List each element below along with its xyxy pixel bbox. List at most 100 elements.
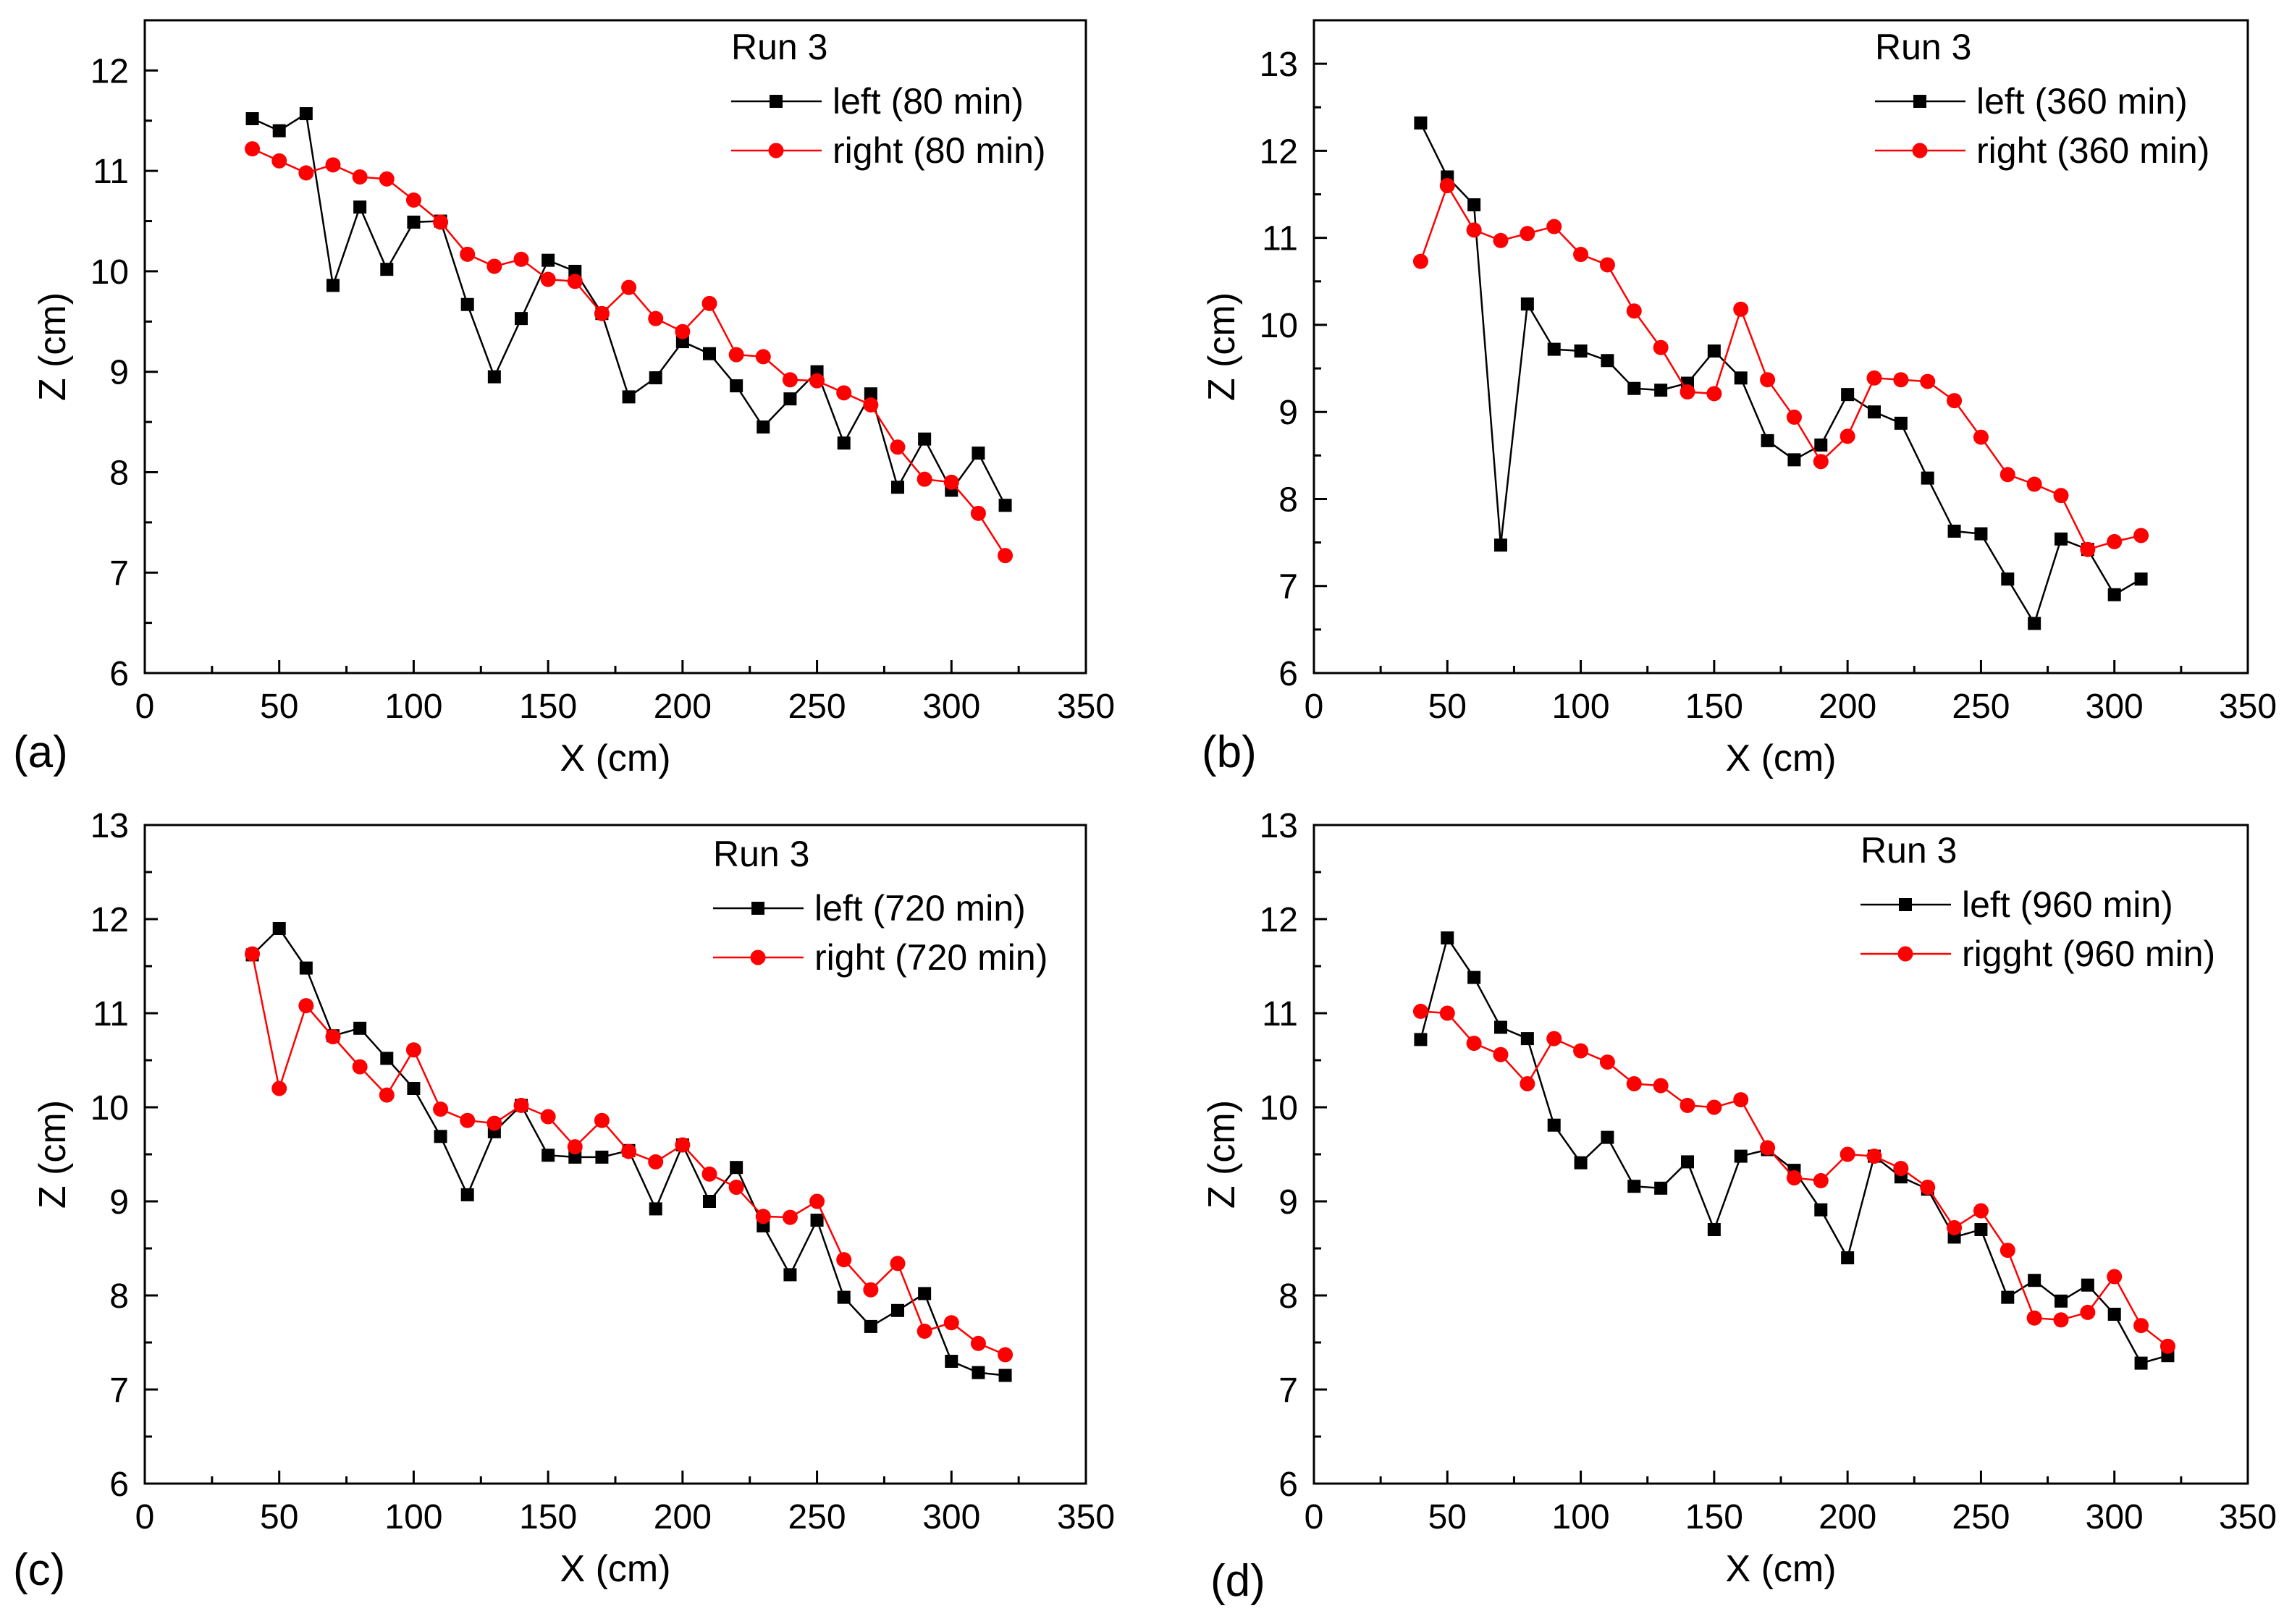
series-line [1420, 183, 2141, 551]
data-point-square [1841, 1251, 1855, 1264]
data-point-square [1494, 538, 1507, 552]
data-point-circle [1466, 1036, 1482, 1052]
data-point-circle [2107, 1269, 2123, 1285]
data-point-square [998, 1369, 1012, 1382]
x-tick-label: 100 [384, 1498, 442, 1536]
x-tick-label: 150 [519, 1498, 577, 1536]
data-point-circle [1412, 253, 1428, 269]
data-point-square [2134, 1356, 2148, 1370]
data-point-circle [836, 1252, 852, 1268]
data-point-circle [325, 1029, 341, 1044]
data-point-circle [701, 1166, 717, 1182]
data-point-square [353, 1021, 367, 1035]
data-point-square [1947, 524, 1961, 538]
data-point-circle [916, 1323, 932, 1339]
legend-title: Run 3 [1861, 830, 1957, 871]
data-point-square [2055, 1294, 2068, 1308]
data-point-square [1814, 1203, 1828, 1217]
y-tick-label: 6 [109, 655, 129, 693]
y-tick-label: 7 [109, 1371, 129, 1410]
data-point-circle [998, 548, 1014, 564]
series-line [1420, 122, 2142, 626]
data-point-square [1467, 970, 1481, 984]
x-tick-label: 150 [1685, 688, 1743, 726]
y-tick-label: 9 [1278, 1183, 1298, 1222]
data-point-square [810, 1214, 824, 1227]
data-point-circle [1973, 429, 1989, 445]
data-point-square [515, 312, 528, 326]
data-point-square [1654, 384, 1668, 397]
legend-title: Run 3 [1875, 27, 1971, 67]
x-tick-label: 200 [654, 688, 712, 726]
y-tick-label: 9 [1278, 394, 1298, 432]
x-tick-label: 50 [1428, 688, 1467, 726]
data-point-circle [379, 1087, 395, 1103]
data-point-circle [648, 310, 664, 326]
data-point-square [1868, 405, 1881, 419]
data-point-circle [271, 153, 287, 169]
data-point-circle [728, 1180, 744, 1195]
data-point-circle [1599, 1054, 1615, 1070]
x-tick-label: 300 [922, 1498, 980, 1536]
data-point-circle [245, 946, 261, 962]
data-point-circle [1493, 232, 1509, 248]
data-point-square [326, 279, 340, 292]
data-point-circle [890, 1256, 906, 1272]
legend-marker-circle [750, 950, 766, 965]
x-tick-label: 300 [2086, 1498, 2144, 1536]
y-tick-label: 9 [109, 354, 129, 392]
data-point-circle [916, 471, 932, 487]
data-point-square [272, 922, 286, 935]
x-tick-label: 250 [1952, 1498, 2010, 1536]
data-point-circle [621, 279, 637, 295]
data-point-square [837, 436, 851, 450]
data-point-square [864, 387, 877, 401]
data-point-square [998, 499, 1012, 512]
data-point-square [541, 253, 555, 267]
y-tick-label: 12 [90, 52, 129, 90]
panel-label: (c) [13, 1545, 65, 1595]
data-point-circle [2080, 1304, 2096, 1320]
data-point-circle [1866, 1149, 1882, 1164]
data-point-circle [1733, 301, 1749, 317]
data-point-circle [755, 1209, 771, 1225]
data-point-circle [809, 1193, 825, 1209]
data-point-circle [1999, 1243, 2015, 1259]
data-point-square [1814, 438, 1828, 452]
data-point-circle [2026, 1310, 2042, 1326]
data-point-square [864, 1319, 877, 1333]
x-tick-label: 50 [1428, 1498, 1467, 1536]
legend-entry: right (360 min) [1976, 130, 2209, 171]
data-point-square [1627, 1180, 1641, 1193]
data-point-circle [1840, 1146, 1855, 1162]
data-point-square [1574, 1156, 1588, 1170]
y-tick-label: 11 [93, 995, 129, 1033]
data-point-square [783, 1268, 797, 1282]
data-point-square [2055, 532, 2068, 546]
legend-entry: left (80 min) [833, 81, 1024, 122]
data-point-circle [1760, 1140, 1776, 1156]
y-tick-label: 11 [93, 153, 129, 191]
data-point-square [1601, 354, 1614, 368]
data-point-square [353, 200, 367, 214]
x-tick-label: 200 [1819, 688, 1876, 726]
data-point-circle [513, 1097, 529, 1113]
data-point-circle [2080, 541, 2096, 557]
data-point-square [891, 1303, 904, 1317]
y-tick-label: 11 [1262, 995, 1298, 1033]
data-point-square [1787, 453, 1801, 467]
x-tick-label: 200 [654, 1498, 712, 1536]
data-point-square [1761, 434, 1774, 447]
data-point-circle [836, 385, 852, 401]
data-point-square [1681, 1155, 1694, 1169]
y-tick-label: 6 [1278, 655, 1298, 693]
y-tick-label: 8 [109, 1277, 129, 1316]
data-point-circle [1866, 370, 1882, 386]
data-point-circle [1680, 384, 1695, 400]
data-point-circle [405, 192, 421, 208]
data-point-circle [1786, 1170, 1802, 1185]
data-point-square [1520, 297, 1534, 311]
x-axis-label: X (cm) [1725, 737, 1836, 779]
